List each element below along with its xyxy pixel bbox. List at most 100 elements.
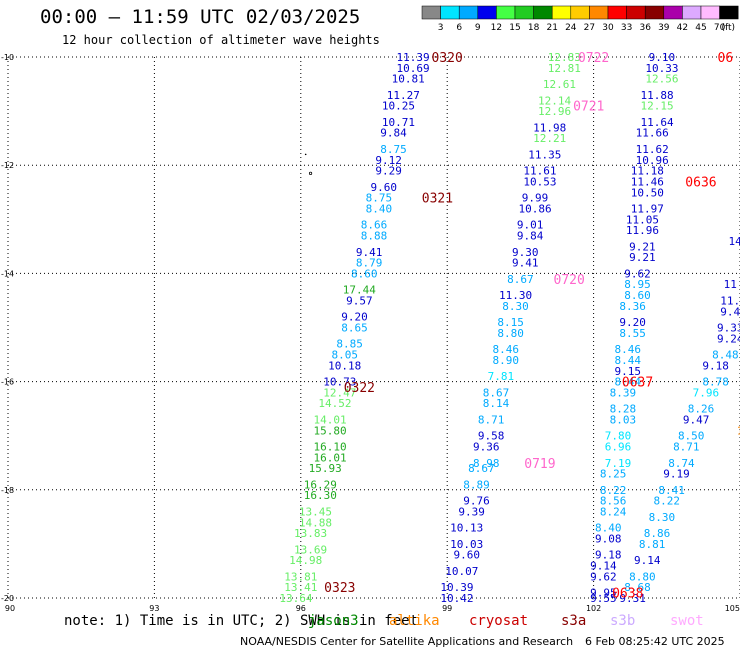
wave-height-value: 10.18: [328, 359, 361, 372]
wave-height-value: 9.39: [458, 505, 485, 518]
wave-height-value: 12.14: [538, 94, 571, 107]
wave-height-value: 9.01: [517, 219, 544, 232]
pass-time-label: 0321: [422, 192, 453, 207]
wave-height-value: 8.78: [702, 376, 729, 389]
wave-height-value: 8.95: [624, 278, 651, 291]
track-swot: 9.1010.3312.5611.8812.1511.6411.6611.621…: [590, 51, 678, 605]
wave-height-value: 16.30: [304, 489, 337, 502]
pass-time-label: 0719: [524, 457, 555, 472]
wave-height-value: 9.76: [463, 495, 490, 508]
track-altika: 9.18 8.787.96 8.269.47 8.508.71 8.749.19 8.41…: [619, 359, 728, 605]
wave-height-value: 10.13: [450, 522, 483, 535]
wave-height-value: 11.: [720, 294, 740, 307]
wave-height-value: 14.88: [299, 516, 332, 529]
x-tick-label: 93: [149, 604, 159, 613]
wave-height-value: 8.67: [507, 273, 534, 286]
wave-height-value: 9.20: [619, 316, 646, 329]
chart-title: 00:00 – 11:59 UTC 02/03/2025: [40, 6, 361, 28]
wave-height-value: 12.81: [548, 62, 581, 75]
pass-time-label: 06: [718, 51, 734, 66]
wave-height-value: 12.47: [323, 386, 356, 399]
wave-height-value: 8.74: [668, 457, 695, 470]
wave-height-value: 8.85: [336, 338, 363, 351]
wave-height-value: 8.41: [658, 484, 685, 497]
wave-height-value: 8.71: [478, 413, 505, 426]
x-tick-label: 96: [296, 604, 306, 613]
island-marker: [304, 153, 313, 175]
color-scale-label: 39: [658, 23, 670, 33]
wave-height-value: 8.30: [649, 511, 676, 524]
wave-height-value: 10.81: [392, 73, 425, 86]
pass-time-label: 0637: [622, 376, 653, 391]
wave-height-value: 8.66: [361, 219, 388, 232]
color-scale-label: 27: [584, 23, 595, 33]
color-scale-legend: 3 6 9 12 15 18 21 24 27 30 33 36 39 42 45 70(ft): [421, 5, 739, 33]
color-scale-label: 33: [621, 23, 632, 33]
wave-height-value: 9.62: [624, 267, 651, 280]
wave-height-value: 11.61: [523, 165, 556, 178]
color-scale-label: 45: [695, 23, 706, 33]
wave-height-value: 8.88: [361, 230, 388, 243]
wave-height-value: 7.96: [693, 386, 720, 399]
generated-timestamp: 6 Feb 08:25:42 UTC 2025: [585, 635, 725, 648]
wave-height-value: 9.4: [720, 305, 740, 318]
color-scale-label: 42: [677, 23, 688, 33]
wave-height-value: 11.39: [396, 51, 429, 64]
wave-height-value: 9.60: [371, 181, 398, 194]
wave-height-value: 9.60: [453, 549, 480, 562]
wave-height-value: 16.29: [304, 478, 337, 491]
y-tick-label: -10: [1, 53, 14, 62]
x-tick-label: 105: [725, 604, 740, 613]
wave-height-value: 8.67: [468, 462, 495, 475]
wave-height-value: 8.36: [619, 300, 646, 313]
wave-height-value: 8.60: [351, 267, 378, 280]
wave-height-value: 12.15: [640, 100, 673, 113]
wave-height-value: 13.81: [284, 570, 317, 583]
wave-height-value: 10.03: [450, 538, 483, 551]
track-jason3: 11.3910.6910.8111.2710.2510.719.848.759.…: [279, 51, 429, 605]
wave-height-value: 9.12: [375, 154, 402, 167]
wave-height-value: 8.28: [610, 403, 637, 416]
wave-height-value: 8.24: [600, 505, 627, 518]
wave-height-value: 12.96: [538, 105, 571, 118]
wave-height-value: 8.75: [380, 143, 407, 156]
wave-height-value: 11.88: [640, 89, 673, 102]
wave-height-value: 9.20: [341, 311, 368, 324]
wave-height-value: 9.58: [478, 430, 505, 443]
pass-time-label: 0722: [578, 51, 609, 66]
wave-height-value: 9.62: [590, 570, 617, 583]
color-swatch: [719, 5, 739, 20]
wave-height-value: 9.19: [663, 468, 690, 481]
wave-height-value: 17.44: [343, 284, 376, 297]
y-tick-label: -16: [1, 378, 14, 387]
wave-height-value: 8.80: [497, 327, 524, 340]
wave-height-value: 13.45: [299, 505, 332, 518]
wave-height-value: 8.90: [493, 354, 520, 367]
y-tick-label: -14: [1, 269, 14, 278]
color-scale-label: 3: [438, 23, 444, 33]
wave-height-value: 8.65: [341, 322, 368, 335]
x-tick-label: 90: [5, 604, 15, 613]
wave-height-value: 10.07: [445, 565, 478, 578]
color-scale-label: 24: [565, 23, 577, 33]
wave-height-value: 9.15: [615, 365, 642, 378]
wave-height-value: 13.41: [284, 581, 317, 594]
wave-height-value: 12.56: [645, 73, 678, 86]
wave-height-value: 11.64: [640, 116, 673, 129]
pass-time-label: 0636: [685, 175, 716, 190]
wave-height-value: 8.60: [624, 289, 651, 302]
wave-height-value: 13.64: [279, 592, 312, 605]
footnote: note: 1) Time is in UTC; 2) SWH is in fe…: [64, 613, 419, 629]
wave-height-value: 8.98: [473, 457, 500, 470]
wave-height-value: 9.95: [590, 587, 617, 600]
wave-height-value: 10.25: [382, 100, 415, 113]
wave-height-value: 11.18: [631, 165, 664, 178]
wave-height-value: 14: [728, 235, 740, 248]
wave-height-value: 11.98: [533, 121, 566, 134]
wave-height-value: 8.89: [463, 478, 490, 491]
wave-height-value: 9.21: [629, 251, 656, 264]
color-scale-label: 9: [475, 23, 481, 33]
wave-height-value: 11.27: [387, 89, 420, 102]
wave-height-value: 16.01: [314, 451, 347, 464]
